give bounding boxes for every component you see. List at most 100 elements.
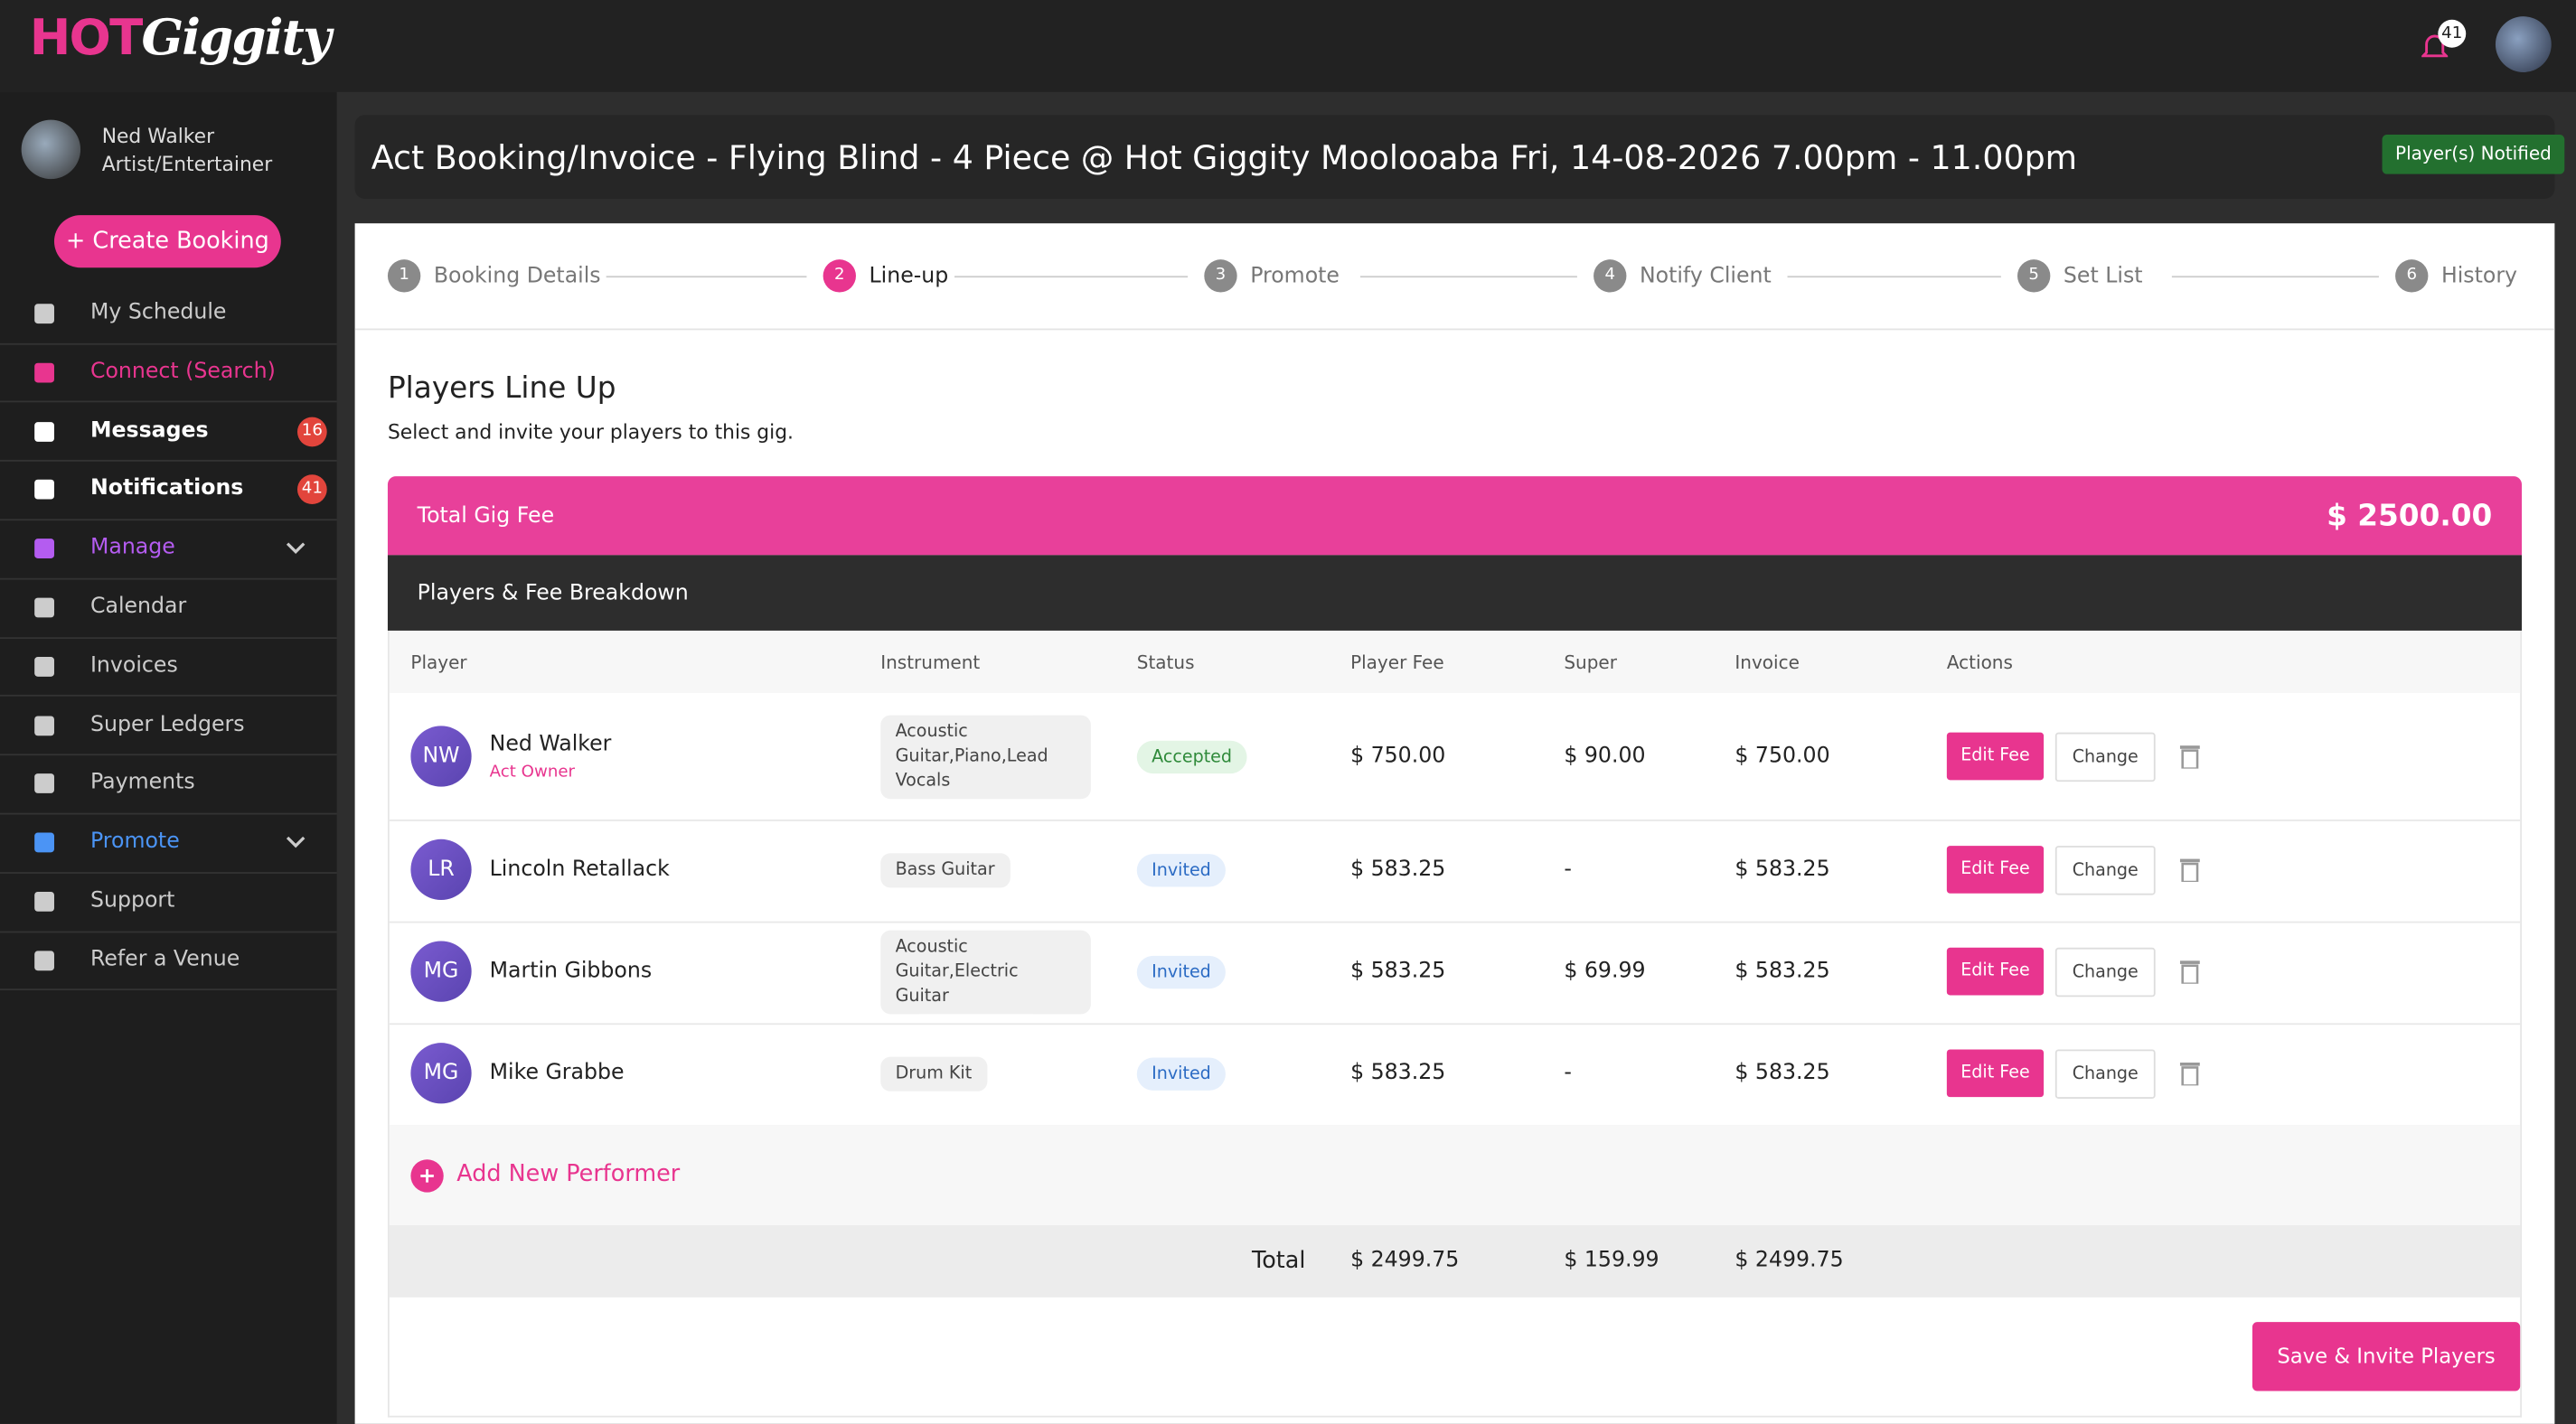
- sidebar-icon: [34, 773, 54, 794]
- column-header: Status: [1136, 651, 1195, 674]
- sidebar-icon: [34, 951, 54, 970]
- step-number[interactable]: 2: [823, 259, 856, 293]
- page-title: Act Booking/Invoice - Flying Blind - 4 P…: [371, 137, 2078, 178]
- column-header: Super: [1564, 651, 1617, 674]
- sidebar-item[interactable]: My Schedule: [0, 286, 337, 342]
- step-number[interactable]: 3: [1204, 259, 1237, 293]
- step-label[interactable]: Set List: [2063, 264, 2143, 289]
- sidebar-icon: [34, 304, 54, 324]
- fee-label: Total Gig Fee: [417, 504, 555, 529]
- logo-hot: HOT: [29, 9, 144, 68]
- sidebar-divider: [0, 577, 337, 580]
- sidebar-item[interactable]: Invoices: [0, 639, 337, 695]
- step-number[interactable]: 1: [387, 259, 421, 293]
- add-performer[interactable]: Add New Performer: [456, 1161, 681, 1188]
- change-button[interactable]: Change: [2054, 947, 2156, 998]
- step-label[interactable]: Booking Details: [433, 264, 601, 289]
- delete-button[interactable]: [2176, 742, 2203, 770]
- step-label[interactable]: Line-up: [869, 264, 949, 289]
- status-tag: Invited: [1136, 1057, 1227, 1091]
- logo: HOTGiggity: [29, 9, 332, 68]
- sidebar-divider: [0, 812, 337, 815]
- avatar-initials: NW: [410, 725, 472, 786]
- sidebar-item[interactable]: Support: [0, 874, 337, 930]
- delete-button[interactable]: [2176, 958, 2203, 986]
- sidebar-divider: [0, 988, 337, 991]
- player-fee: $ 750.00: [1350, 743, 1446, 768]
- status-tag: Invited: [1136, 854, 1227, 887]
- sidebar-item[interactable]: Connect (Search): [0, 344, 337, 400]
- change-button[interactable]: Change: [2054, 731, 2156, 782]
- sidebar-item[interactable]: Refer a Venue: [0, 932, 337, 988]
- sidebar-divider: [0, 871, 337, 874]
- instrument-tag: Bass Guitar: [880, 853, 1010, 888]
- player-fee: $ 583.25: [1350, 959, 1446, 984]
- edit-fee-button[interactable]: Edit Fee: [1946, 731, 2045, 780]
- logo-rest: Giggity: [141, 9, 331, 68]
- sidebar-icon: [34, 891, 54, 912]
- sidebar-divider: [0, 342, 337, 344]
- edit-fee-button[interactable]: Edit Fee: [1946, 947, 2045, 996]
- instrument-tag: Acoustic Guitar,Electric Guitar: [880, 930, 1091, 1015]
- sidebar-item[interactable]: Calendar: [0, 580, 337, 636]
- sidebar-item[interactable]: Promote: [0, 815, 337, 871]
- status-tag: Accepted: [1136, 739, 1247, 773]
- invoice: $ 583.25: [1735, 959, 1830, 984]
- edit-fee-button[interactable]: Edit Fee: [1946, 1049, 2045, 1098]
- sidebar-label: Manage: [89, 535, 175, 561]
- step-label[interactable]: Promote: [1250, 264, 1340, 289]
- player-name: Lincoln Retallack: [489, 857, 670, 883]
- sidebar-label: Connect (Search): [89, 359, 276, 384]
- save-invite-button[interactable]: Save & Invite Players: [2252, 1322, 2521, 1391]
- change-button[interactable]: Change: [2054, 1049, 2156, 1099]
- step-number[interactable]: 4: [1594, 259, 1627, 293]
- add-row-bg: [389, 1125, 2521, 1225]
- notification-count: 41: [2438, 19, 2467, 48]
- content-panel: 1 Booking Details 2 Line-up 3 Promote 4 Notify …: [354, 223, 2555, 1424]
- delete-button[interactable]: [2176, 856, 2203, 884]
- sidebar-icon: [34, 480, 54, 501]
- sidebar-item[interactable]: Manage: [0, 521, 337, 577]
- total-super: $ 159.99: [1564, 1248, 1659, 1273]
- user-avatar: [21, 119, 81, 180]
- profile-avatar[interactable]: [2495, 16, 2552, 72]
- table-header-bg: [389, 630, 2521, 694]
- player-role: Act Owner: [489, 763, 576, 782]
- sidebar-icon: [34, 656, 54, 677]
- instrument-tag: Drum Kit: [880, 1056, 987, 1091]
- sidebar-item[interactable]: Super Ledgers: [0, 698, 337, 754]
- create-booking-button[interactable]: + Create Booking: [53, 215, 281, 268]
- column-header: Invoice: [1735, 651, 1800, 674]
- breakdown-title: Players & Fee Breakdown: [417, 581, 689, 606]
- sidebar-label: Refer a Venue: [89, 947, 240, 972]
- fee-bar: [387, 476, 2523, 556]
- step-label[interactable]: History: [2440, 264, 2518, 289]
- column-header: Player Fee: [1350, 651, 1444, 674]
- step-number[interactable]: 5: [2017, 259, 2051, 293]
- step-number[interactable]: 6: [2395, 259, 2429, 293]
- edit-fee-button[interactable]: Edit Fee: [1946, 846, 2045, 894]
- user-name: Ned Walker: [101, 125, 215, 148]
- sidebar-icon: [34, 421, 54, 442]
- sidebar-label: Calendar: [89, 594, 187, 620]
- column-header: Actions: [1946, 651, 2013, 674]
- invoice: $ 583.25: [1735, 857, 1830, 883]
- invoice: $ 750.00: [1735, 743, 1830, 768]
- sidebar-divider: [0, 519, 337, 520]
- change-button[interactable]: Change: [2054, 846, 2156, 895]
- step-connector: [2171, 276, 2379, 278]
- sidebar-item[interactable]: Notifications 41: [0, 462, 337, 518]
- row-divider: [389, 819, 2521, 821]
- player-fee: $ 583.25: [1350, 857, 1446, 883]
- delete-button[interactable]: [2176, 1059, 2203, 1087]
- sidebar-item[interactable]: Payments: [0, 756, 337, 812]
- sidebar: [0, 91, 337, 1424]
- sidebar-item[interactable]: Messages 16: [0, 403, 337, 459]
- sidebar-divider: [0, 636, 337, 639]
- step-connector: [1359, 276, 1577, 278]
- step-label[interactable]: Notify Client: [1639, 264, 1772, 289]
- super: $ 90.00: [1564, 743, 1646, 768]
- super: $ 69.99: [1564, 959, 1646, 984]
- sidebar-divider: [0, 460, 337, 462]
